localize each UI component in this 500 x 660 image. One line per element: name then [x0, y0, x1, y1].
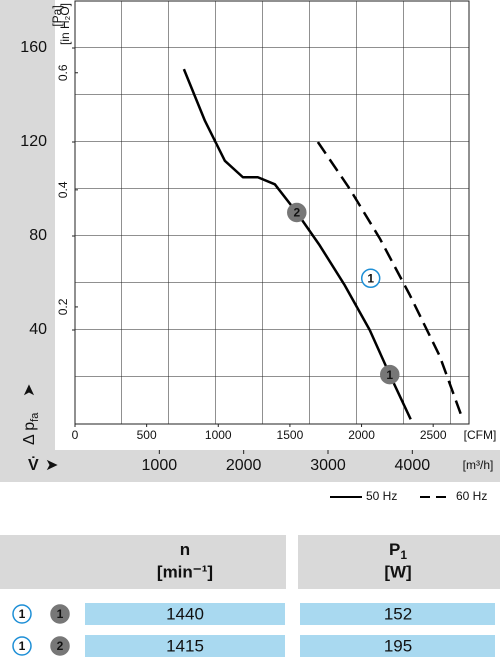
cell-value: 152 — [384, 604, 412, 623]
x2-tick-label: 3000 — [310, 457, 346, 474]
column-symbol: n — [180, 540, 190, 559]
column-header: n — [180, 540, 190, 559]
y-tick-label: 120 — [20, 133, 47, 150]
legend-label: 60 Hz — [456, 489, 487, 503]
marker — [12, 636, 32, 656]
marker — [380, 364, 400, 385]
cell-value: 195 — [384, 636, 412, 655]
x2-tick-label: 4000 — [395, 457, 431, 474]
y-label: Δ pfa — [21, 412, 41, 445]
x-tick-label: 500 — [137, 428, 157, 442]
bottom-band — [0, 450, 500, 482]
plot-frame — [74, 0, 470, 425]
table-cell — [85, 603, 285, 625]
legend-label: 50 Hz — [366, 489, 397, 503]
marker-label: 2 — [57, 639, 64, 653]
y2-tick-label: 0.6 — [56, 64, 70, 81]
y-label-main: Δ p — [21, 422, 38, 445]
column-subscript: 1 — [400, 548, 407, 562]
marker-label: 1 — [19, 639, 26, 653]
y-label-sub: fa — [29, 412, 41, 422]
table-cell — [300, 635, 495, 657]
marker — [50, 604, 70, 624]
marker-label: 1 — [386, 368, 393, 382]
marker — [360, 268, 381, 289]
y-tick-label: 80 — [29, 227, 47, 244]
x-unit: [CFM] — [464, 428, 497, 442]
x-tick-label: 1000 — [205, 428, 232, 442]
y-tick-label: 40 — [29, 321, 47, 338]
curve — [316, 141, 464, 420]
x2-arrow: ➤ — [45, 457, 58, 474]
marker-label: 1 — [367, 271, 374, 285]
table-cell — [85, 635, 285, 657]
column-header: P1 — [389, 540, 407, 562]
table-header-band — [0, 535, 500, 589]
x-tick-label: 2000 — [348, 428, 375, 442]
table-cell — [300, 603, 495, 625]
column-unit: [W] — [384, 562, 411, 581]
curve — [182, 68, 412, 420]
header-divider — [286, 535, 298, 589]
column-unit: [min⁻¹] — [157, 562, 213, 581]
x2-label: V̇ — [28, 456, 39, 474]
y-arrow: ➤ — [21, 384, 38, 397]
x2-tick-label: 2000 — [226, 457, 262, 474]
marker — [50, 636, 70, 656]
y-tick-label: 160 — [20, 39, 47, 56]
grid — [75, 1, 469, 424]
cell-value: 1440 — [166, 604, 204, 623]
x2-tick-label: 1000 — [142, 457, 178, 474]
y2-unit: [in H₂O] — [58, 3, 72, 45]
x-tick-label: 0 — [72, 428, 79, 442]
x2-unit: [m³/h] — [463, 458, 494, 472]
marker-label: 1 — [19, 607, 26, 621]
cell-value: 1415 — [166, 636, 204, 655]
y2-tick-label: 0.4 — [56, 181, 70, 198]
marker-label: 2 — [293, 206, 300, 220]
marker — [12, 604, 32, 624]
x-tick-label: 1500 — [277, 428, 304, 442]
marker-label: 1 — [57, 607, 64, 621]
left-band — [0, 0, 55, 482]
y2-tick-label: 0.2 — [56, 298, 70, 315]
marker — [287, 202, 307, 223]
x-tick-label: 2500 — [420, 428, 447, 442]
column-symbol: P — [389, 540, 400, 559]
y-unit: [Pa] — [50, 5, 64, 26]
